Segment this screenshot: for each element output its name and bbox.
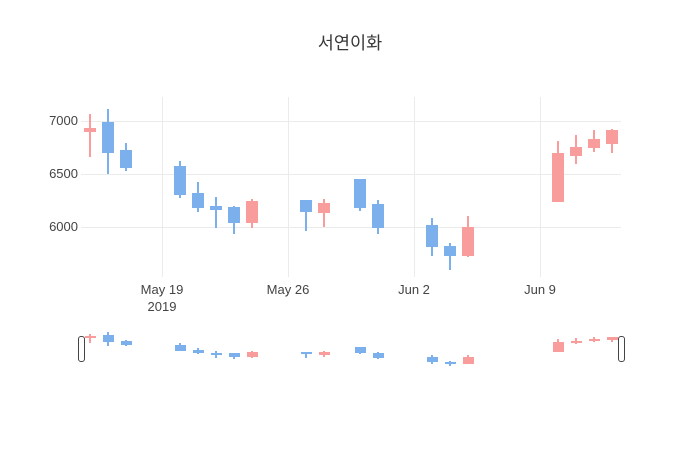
candle-body[interactable]	[102, 122, 114, 154]
rangeslider-candle-wick	[305, 351, 307, 359]
y-tick-label: 6500	[49, 166, 78, 182]
rangeslider-candle-body	[228, 353, 240, 357]
candle-body[interactable]	[426, 225, 438, 248]
rangeslider-candle-body	[462, 357, 474, 364]
rangeslider-candle-body	[426, 357, 438, 362]
candle-wick	[215, 196, 217, 229]
candle-body[interactable]	[570, 146, 582, 157]
rangeslider-right-handle[interactable]	[617, 336, 625, 362]
candle-body[interactable]	[246, 200, 258, 223]
x-tick-label: Jun 2	[398, 282, 430, 297]
rangeslider-candle-body	[84, 336, 96, 339]
rangeslider-candle-body	[354, 347, 366, 354]
candle-body[interactable]	[192, 193, 204, 209]
x-gridline	[413, 97, 415, 277]
candle-wick	[89, 113, 91, 158]
rangeslider-candle-body	[444, 361, 456, 364]
rangeslider-left-handle[interactable]	[77, 336, 85, 362]
y-gridline	[81, 226, 621, 228]
rangeslider-candle-body	[588, 338, 600, 341]
rangeslider-candle-body	[300, 351, 312, 355]
rangeslider-candle-body	[606, 336, 618, 340]
candle-wick	[449, 243, 451, 270]
y-tick-label: 6000	[49, 219, 78, 235]
rangeslider-candle-wick	[449, 360, 451, 367]
candle-body[interactable]	[354, 178, 366, 209]
y-gridline	[81, 120, 621, 122]
candle-body[interactable]	[174, 165, 186, 196]
candle-body[interactable]	[84, 127, 96, 132]
candle-wick	[305, 199, 307, 232]
rangeslider-candle-body	[372, 352, 384, 358]
candle-body[interactable]	[120, 149, 132, 168]
candle-body[interactable]	[318, 202, 330, 214]
x-tick-sublabel: 2019	[147, 299, 177, 314]
y-gridline	[81, 173, 621, 175]
x-tick-label: May 26	[266, 282, 310, 297]
rangeslider-candle-body	[552, 341, 564, 353]
candle-body[interactable]	[606, 129, 618, 144]
candle-body[interactable]	[588, 139, 600, 148]
rangeslider-candle-body	[102, 335, 114, 342]
rangeslider-candle-body	[120, 341, 132, 345]
candle-body[interactable]	[210, 206, 222, 211]
y-tick-label: 7000	[49, 113, 78, 129]
x-tick-label: May 19 2019	[117, 281, 207, 315]
x-gridline	[287, 97, 289, 277]
candle-body[interactable]	[300, 199, 312, 213]
candle-body[interactable]	[552, 153, 564, 202]
candle-body[interactable]	[228, 207, 240, 223]
rangeslider-candle-body	[210, 353, 222, 356]
x-gridline	[161, 97, 163, 277]
chart-title: 서연이화	[317, 33, 383, 53]
rangeslider-candle-body	[192, 350, 204, 354]
candle-body[interactable]	[462, 227, 474, 256]
x-tick-label: Jun 9	[524, 282, 556, 297]
rangeslider-candle-body	[570, 340, 582, 343]
rangeslider-candle-body	[246, 351, 258, 357]
rangeslider-candle-body	[174, 344, 186, 351]
candle-body[interactable]	[444, 246, 456, 256]
x-gridline	[539, 97, 541, 277]
candle-body[interactable]	[372, 203, 384, 229]
rangeslider-candle-body	[318, 352, 330, 355]
